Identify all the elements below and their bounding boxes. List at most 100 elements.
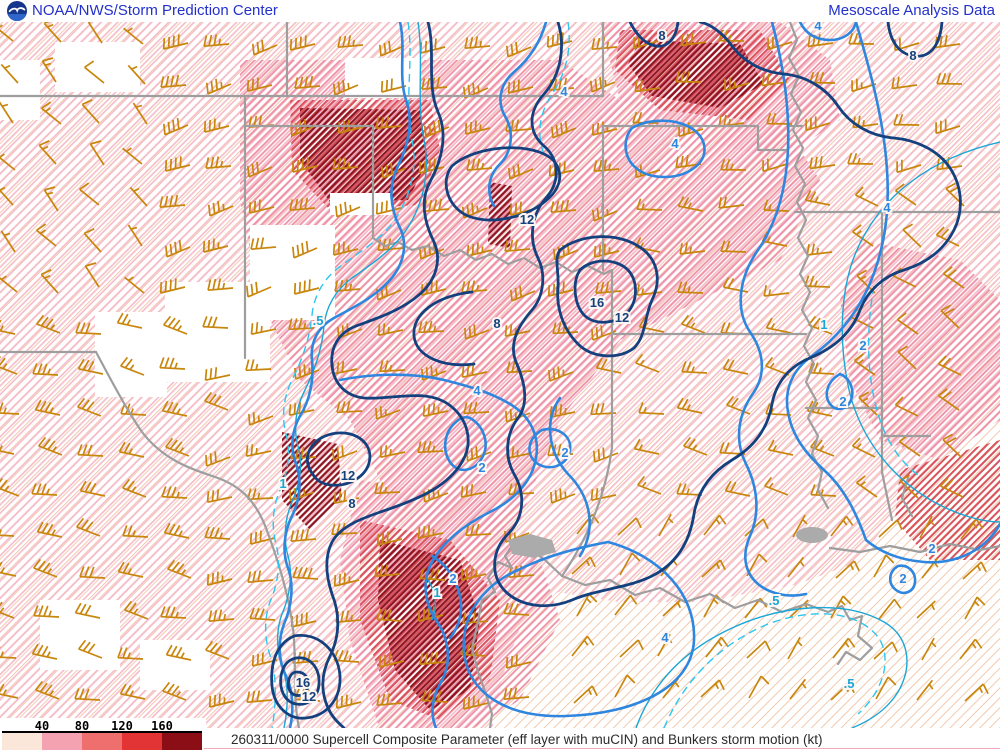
wind-barb — [550, 120, 577, 139]
wind-barb — [84, 262, 100, 288]
contour-label: 2 — [478, 460, 485, 475]
wind-barb — [36, 314, 61, 334]
wind-barb — [41, 101, 62, 125]
wind-barb — [164, 239, 191, 258]
wind-barb — [847, 152, 874, 165]
wind-barb — [0, 356, 18, 375]
wind-barb — [464, 36, 491, 50]
wind-barb — [591, 205, 618, 222]
wind-barb — [205, 156, 232, 170]
wind-barb — [805, 116, 831, 132]
wind-barb — [787, 556, 805, 578]
wind-barb — [724, 77, 750, 92]
wind-barb — [245, 359, 272, 372]
wind-barb — [504, 239, 531, 253]
wind-barb — [79, 182, 100, 206]
wind-barb — [74, 688, 101, 701]
wind-barb — [720, 240, 747, 253]
wind-barb — [337, 323, 363, 339]
wind-barb — [160, 74, 187, 89]
contours-cyan-dashed — [264, 21, 923, 729]
wind-barb — [208, 693, 235, 708]
wind-barb — [960, 518, 984, 540]
wind-barb — [334, 279, 361, 293]
wind-barb — [810, 484, 837, 497]
wind-barb — [31, 643, 58, 660]
wind-barb — [251, 39, 278, 56]
contour-label: 8 — [493, 316, 500, 331]
wind-barb — [614, 594, 638, 616]
wind-barb — [164, 156, 191, 172]
wind-barb — [33, 605, 60, 618]
wind-barb — [31, 483, 58, 496]
wind-barb — [162, 117, 189, 136]
wind-barb — [77, 358, 104, 375]
caption-background — [206, 728, 1000, 750]
wind-barb — [0, 24, 14, 42]
wind-barb — [36, 223, 57, 247]
wind-barb — [550, 488, 576, 504]
wind-barb — [43, 186, 59, 212]
wind-barb — [806, 400, 833, 417]
wind-barb — [507, 163, 534, 180]
wind-barb — [75, 322, 102, 335]
wind-barb — [675, 70, 702, 83]
wind-barb — [835, 560, 860, 579]
wind-barb — [335, 694, 362, 709]
wind-barb — [789, 678, 807, 700]
wind-barb — [161, 486, 188, 499]
mobile-bay — [900, 476, 914, 518]
wind-barb — [891, 76, 918, 90]
contour-label: 8 — [658, 28, 665, 43]
wind-barb — [894, 183, 917, 206]
wind-barb — [591, 37, 618, 51]
wind-barb — [807, 34, 834, 48]
wind-barb — [0, 153, 16, 171]
wind-barb — [118, 441, 145, 458]
wind-barb — [35, 680, 60, 700]
wind-barb — [503, 602, 530, 616]
wind-barb — [959, 638, 983, 660]
contour-label: 16 — [590, 295, 604, 310]
wind-barb — [767, 36, 793, 51]
wind-barb — [129, 186, 148, 207]
wind-barb — [246, 161, 273, 178]
wind-barb — [165, 644, 192, 661]
contour-label: 1 — [279, 476, 286, 491]
wind-barb — [700, 679, 725, 698]
wind-barb — [550, 199, 577, 214]
wind-barb — [294, 75, 321, 90]
wind-barb — [878, 519, 903, 538]
wind-barb — [0, 230, 16, 253]
wind-barb — [162, 681, 187, 701]
wind-barb — [921, 637, 937, 661]
wind-barb — [595, 281, 622, 295]
contour-label: 2 — [899, 571, 906, 586]
wind-barb — [677, 196, 704, 212]
wind-barb — [593, 447, 619, 463]
wind-barb — [117, 647, 144, 660]
wind-barb — [940, 304, 960, 329]
legend-color-box — [162, 733, 202, 750]
wind-barb — [380, 78, 407, 93]
wind-barb — [288, 317, 315, 331]
wind-barb — [246, 77, 273, 92]
wind-barb — [375, 284, 402, 301]
wind-barb — [79, 480, 106, 497]
wind-barb — [165, 437, 190, 457]
contours-navy — [270, 20, 962, 730]
wind-barb — [875, 676, 897, 700]
wind-barb — [248, 199, 275, 214]
wind-barb — [375, 200, 402, 215]
legend-tick-label: 80 — [74, 719, 90, 733]
wind-barb — [41, 57, 57, 83]
wind-barb — [851, 437, 876, 458]
contour-label: 1 — [433, 585, 440, 600]
wind-barb — [289, 118, 316, 137]
wind-barb — [593, 243, 620, 258]
wind-barb — [720, 158, 747, 171]
wind-barb — [705, 636, 729, 658]
contour-label: .5 — [313, 313, 324, 328]
wind-barb — [460, 484, 487, 499]
wind-barb — [937, 388, 960, 411]
